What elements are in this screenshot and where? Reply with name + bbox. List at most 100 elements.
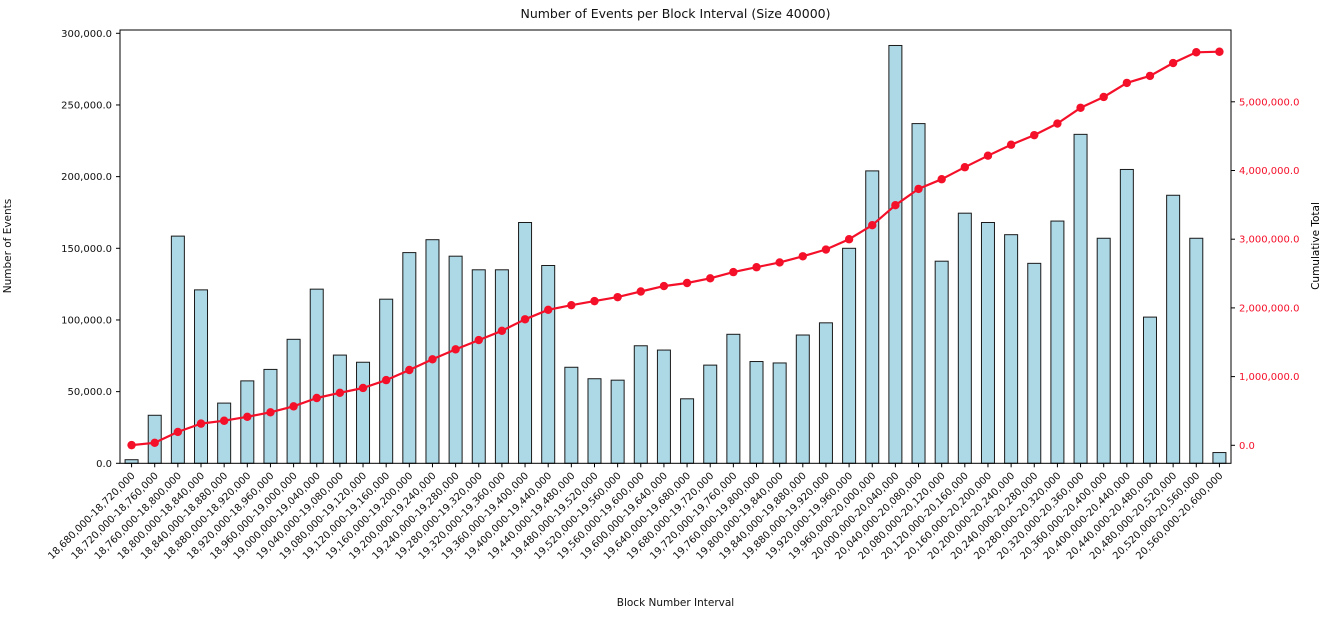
cumulative-point — [844, 235, 854, 244]
cumulative-point — [868, 221, 877, 230]
cumulative-point — [636, 287, 645, 296]
right-tick-label: 1,000,000.0 — [1239, 372, 1299, 383]
cumulative-point — [682, 278, 692, 288]
chart-title: Number of Events per Block Interval (Siz… — [520, 6, 831, 21]
cumulative-point — [937, 175, 946, 184]
bar — [1027, 262, 1042, 464]
cumulative-point — [1145, 71, 1155, 81]
cumulative-point — [1215, 47, 1224, 56]
bar — [518, 221, 533, 464]
cumulative-point — [358, 383, 368, 393]
cumulative-point — [1192, 48, 1201, 57]
cumulative-point — [1168, 58, 1178, 68]
bar — [1189, 237, 1204, 464]
cumulative-point — [173, 427, 183, 437]
bar — [934, 260, 949, 464]
cumulative-point — [497, 326, 507, 336]
cumulative-point — [960, 163, 970, 172]
bar — [240, 380, 255, 464]
cumulative-point — [659, 281, 669, 291]
bar — [1096, 237, 1111, 464]
bar — [888, 44, 903, 464]
bar — [425, 239, 440, 464]
cumulative-point — [1006, 140, 1016, 149]
cumulative-point — [219, 416, 229, 425]
bar — [957, 212, 972, 464]
bar — [680, 398, 695, 464]
cumulative-point — [567, 300, 576, 310]
cumulative-point — [289, 402, 298, 411]
bar — [980, 221, 995, 464]
bar — [911, 123, 926, 464]
right-tick-label: 4,000,000.0 — [1239, 166, 1299, 177]
cumulative-point — [1076, 103, 1085, 112]
cumulative-point — [752, 263, 761, 272]
cumulative-point — [798, 252, 808, 261]
bar — [286, 338, 301, 464]
bar — [749, 361, 764, 464]
cumulative-point — [729, 267, 738, 277]
bar — [610, 379, 625, 464]
cumulative-point — [1099, 92, 1108, 102]
bar — [564, 366, 579, 464]
cumulative-point — [613, 292, 622, 302]
cumulative-point — [405, 365, 414, 375]
left-tick-label: 100,000.0 — [61, 315, 112, 326]
cumulative-point — [914, 184, 923, 194]
bar — [1073, 133, 1088, 464]
right-tick-label: 3,000,000.0 — [1239, 235, 1299, 246]
left-tick-label: 300,000.0 — [61, 29, 112, 40]
bar — [471, 269, 486, 464]
x-axis-label: Block Number Interval — [617, 597, 734, 609]
cumulative-point — [983, 151, 993, 160]
cumulative-point — [891, 200, 900, 210]
bar — [726, 333, 741, 464]
left-tick-label: 50,000.0 — [67, 387, 112, 398]
cumulative-point — [196, 419, 206, 428]
bar — [194, 289, 209, 464]
cumulative-point — [590, 296, 599, 306]
bar — [217, 402, 232, 464]
cumulative-point — [1030, 130, 1039, 140]
cumulative-point — [520, 315, 530, 324]
bar — [541, 264, 556, 464]
bar — [795, 334, 810, 464]
cumulative-point — [127, 440, 136, 450]
bar — [1166, 194, 1181, 464]
bar — [494, 269, 509, 464]
right-tick-label: 0.0 — [1239, 441, 1255, 452]
right-tick-label: 2,000,000.0 — [1239, 303, 1299, 314]
bar — [332, 354, 347, 464]
cumulative-point — [266, 408, 275, 417]
cumulative-point — [150, 438, 159, 448]
right-tick-label: 5,000,000.0 — [1239, 97, 1299, 108]
bar — [587, 378, 602, 464]
cumulative-point — [1122, 78, 1132, 88]
cumulative-point — [474, 335, 483, 345]
left-tick-label: 250,000.0 — [61, 100, 112, 111]
bar — [1119, 168, 1134, 464]
cumulative-point — [706, 274, 715, 283]
cumulative-point — [775, 258, 784, 267]
cumulative-point — [243, 412, 252, 421]
cumulative-point — [451, 345, 460, 354]
cumulative-point — [821, 245, 831, 254]
left-tick-label: 0.0 — [96, 459, 112, 470]
bar — [309, 288, 324, 464]
bar — [124, 459, 139, 464]
cumulative-point — [335, 388, 345, 398]
left-tick-label: 150,000.0 — [61, 244, 112, 255]
cumulative-point — [428, 355, 437, 364]
bar — [1050, 220, 1065, 464]
bar — [772, 362, 787, 464]
cumulative-point — [1053, 119, 1062, 128]
bar — [1212, 452, 1227, 464]
left-axis-label: Number of Events — [2, 198, 14, 294]
left-tick-label: 200,000.0 — [61, 172, 112, 183]
bar — [356, 361, 371, 464]
bar — [656, 349, 671, 464]
plot-border — [119, 29, 1232, 464]
bar — [402, 252, 417, 464]
